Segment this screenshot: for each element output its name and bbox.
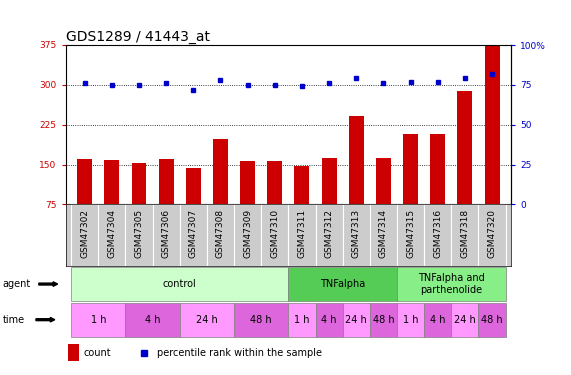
Bar	[295, 166, 309, 204]
Text: 4 h: 4 h	[430, 315, 445, 325]
Text: 4 h: 4 h	[145, 315, 160, 325]
Bar	[343, 204, 370, 266]
Text: 48 h: 48 h	[251, 315, 272, 325]
Bar	[234, 204, 261, 266]
Text: TNFalpha: TNFalpha	[320, 279, 365, 289]
Text: GSM47306: GSM47306	[162, 209, 171, 258]
Bar	[370, 303, 397, 337]
Bar	[126, 204, 152, 266]
Text: 48 h: 48 h	[481, 315, 503, 325]
Bar	[397, 204, 424, 266]
Bar	[376, 158, 391, 204]
Bar	[159, 159, 174, 204]
Bar	[478, 303, 505, 337]
Text: control: control	[163, 279, 196, 289]
Text: GSM47320: GSM47320	[488, 209, 497, 258]
Text: GSM47318: GSM47318	[460, 209, 469, 258]
Bar	[71, 267, 288, 301]
Bar	[403, 134, 418, 204]
Text: 48 h: 48 h	[373, 315, 394, 325]
Text: count: count	[83, 348, 111, 358]
Text: GSM47316: GSM47316	[433, 209, 442, 258]
Text: time: time	[3, 315, 25, 325]
Bar	[68, 344, 79, 361]
Bar	[321, 158, 336, 204]
Bar	[261, 204, 288, 266]
Bar	[104, 160, 119, 204]
Bar	[71, 303, 126, 337]
Bar	[71, 204, 98, 266]
Bar	[316, 204, 343, 266]
Text: GSM47311: GSM47311	[297, 209, 307, 258]
Bar	[240, 161, 255, 204]
Bar	[152, 204, 180, 266]
Bar	[370, 204, 397, 266]
Text: 24 h: 24 h	[345, 315, 367, 325]
Bar	[478, 204, 505, 266]
Text: GSM47308: GSM47308	[216, 209, 225, 258]
Text: GDS1289 / 41443_at: GDS1289 / 41443_at	[66, 30, 210, 44]
Bar	[431, 134, 445, 204]
Text: TNFalpha and
parthenolide: TNFalpha and parthenolide	[418, 273, 485, 295]
Text: 4 h: 4 h	[321, 315, 337, 325]
Bar	[186, 168, 201, 204]
Bar	[424, 303, 451, 337]
Text: GSM47314: GSM47314	[379, 209, 388, 258]
Text: GSM47309: GSM47309	[243, 209, 252, 258]
Text: GSM47305: GSM47305	[135, 209, 143, 258]
Text: percentile rank within the sample: percentile rank within the sample	[157, 348, 322, 358]
Bar	[451, 303, 478, 337]
Bar	[77, 159, 92, 204]
Bar	[397, 267, 505, 301]
Bar	[234, 303, 288, 337]
Bar	[343, 303, 370, 337]
Bar	[451, 204, 478, 266]
Bar	[180, 204, 207, 266]
Bar	[424, 204, 451, 266]
Bar	[349, 116, 364, 204]
Text: GSM47302: GSM47302	[80, 209, 89, 258]
Bar	[288, 204, 316, 266]
Text: GSM47307: GSM47307	[189, 209, 198, 258]
Text: GSM47310: GSM47310	[270, 209, 279, 258]
Bar	[485, 45, 500, 204]
Bar	[457, 91, 472, 204]
Bar	[267, 161, 282, 204]
Text: GSM47304: GSM47304	[107, 209, 116, 258]
Bar	[288, 267, 397, 301]
Text: 1 h: 1 h	[403, 315, 419, 325]
Bar	[180, 303, 234, 337]
Text: GSM47313: GSM47313	[352, 209, 361, 258]
Text: GSM47315: GSM47315	[406, 209, 415, 258]
Bar	[397, 303, 424, 337]
Text: 1 h: 1 h	[294, 315, 309, 325]
Text: GSM47312: GSM47312	[324, 209, 333, 258]
Bar	[213, 139, 228, 204]
Text: agent: agent	[3, 279, 31, 289]
Text: 24 h: 24 h	[196, 315, 218, 325]
Bar	[288, 303, 316, 337]
Text: 1 h: 1 h	[91, 315, 106, 325]
Bar	[316, 303, 343, 337]
Bar	[98, 204, 126, 266]
Text: 24 h: 24 h	[454, 315, 476, 325]
Bar	[126, 303, 180, 337]
Bar	[131, 163, 146, 204]
Bar	[207, 204, 234, 266]
